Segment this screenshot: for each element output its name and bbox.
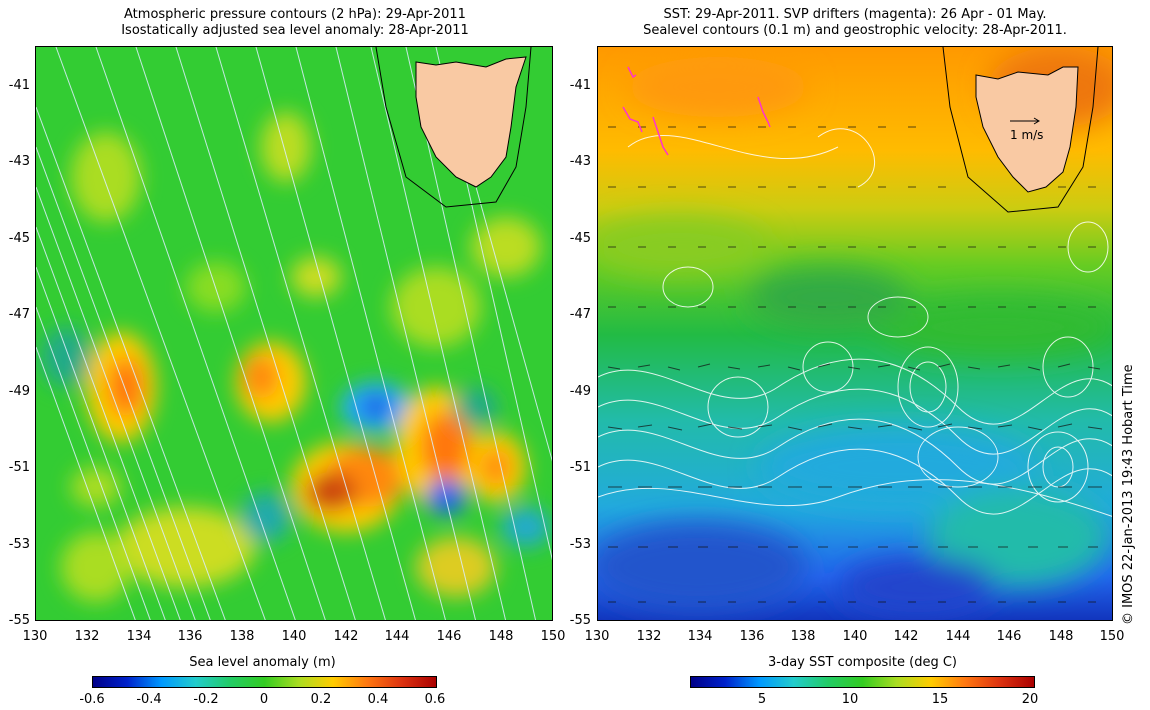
left-x-tick: 134	[126, 629, 152, 644]
left-y-tick: -49	[8, 384, 30, 399]
velocity-scale-label: 1 m/s	[1010, 128, 1043, 142]
left-colorbar-tick: 0.4	[367, 692, 389, 707]
right-x-tick: 130	[584, 629, 610, 644]
left-x-tick: 138	[229, 629, 255, 644]
right-x-tick: 144	[945, 629, 971, 644]
right-x-tick: 148	[1048, 629, 1074, 644]
right-title: SST: 29-Apr-2011. SVP drifters (magenta)…	[597, 7, 1113, 39]
left-colorbar-tick: 0.2	[310, 692, 332, 707]
left-title: Atmospheric pressure contours (2 hPa): 2…	[35, 7, 555, 39]
sst-map: 1 m/s	[598, 47, 1112, 620]
right-y-tick: -41	[569, 78, 591, 93]
right-colorbar-tick: 10	[841, 692, 859, 707]
left-x-tick: 132	[74, 629, 100, 644]
left-x-tick: 130	[22, 629, 48, 644]
left-y-tick: -47	[8, 307, 30, 322]
left-y-tick: -43	[8, 154, 30, 169]
pressure-contours	[36, 47, 552, 620]
left-x-tick: 136	[177, 629, 203, 644]
right-x-tick: 142	[893, 629, 919, 644]
right-colorbar-tick: 5	[757, 692, 767, 707]
right-colorbar-tick: 15	[931, 692, 949, 707]
right-x-tick: 140	[842, 629, 868, 644]
right-y-tick: -43	[569, 154, 591, 169]
left-colorbar-tick: -0.2	[193, 692, 219, 707]
right-y-tick: -49	[569, 384, 591, 399]
tasmania-landmass	[375, 47, 532, 208]
geostrophic-velocity-arrows	[607, 126, 1103, 603]
left-colorbar-tick: 0.6	[424, 692, 446, 707]
left-y-tick: -41	[8, 78, 30, 93]
left-y-tick: -45	[8, 231, 30, 246]
right-x-tick: 132	[636, 629, 662, 644]
right-y-tick: -53	[569, 537, 591, 552]
left-colorbar-tick: -0.4	[136, 692, 162, 707]
svp-drifter-tracks	[622, 66, 771, 156]
right-x-tick: 136	[739, 629, 765, 644]
right-y-tick: -45	[569, 231, 591, 246]
right-colorbar	[690, 676, 1035, 688]
right-x-tick: 134	[687, 629, 713, 644]
left-x-tick: 142	[333, 629, 359, 644]
left-y-tick: -53	[8, 537, 30, 552]
imos-credit: © IMOS 22-Jan-2013 19:43 Hobart Time	[1121, 364, 1136, 625]
left-x-tick: 146	[436, 629, 462, 644]
right-map-panel: 1 m/s	[597, 46, 1113, 621]
left-x-tick: 140	[281, 629, 307, 644]
left-y-tick: -55	[8, 613, 30, 628]
left-map-panel	[35, 46, 553, 621]
left-x-tick: 148	[488, 629, 514, 644]
left-colorbar-tick: 0	[259, 692, 269, 707]
anomaly-field	[41, 112, 551, 602]
right-title-line1: SST: 29-Apr-2011. SVP drifters (magenta)…	[663, 7, 1047, 22]
right-title-line2: Sealevel contours (0.1 m) and geostrophi…	[643, 23, 1067, 38]
sea-level-anomaly-map	[36, 47, 552, 620]
right-y-tick: -47	[569, 307, 591, 322]
left-colorbar	[92, 676, 437, 688]
velocity-scale: 1 m/s	[1010, 117, 1043, 142]
tasmania-landmass-sst	[942, 47, 1099, 213]
right-colorbar-label: 3-day SST composite (deg C)	[767, 655, 958, 670]
sea-level-contours	[598, 128, 1112, 517]
left-x-tick: 144	[384, 629, 410, 644]
left-y-tick: -51	[8, 460, 30, 475]
right-x-tick: 150	[1099, 629, 1125, 644]
left-x-tick: 150	[540, 629, 566, 644]
left-colorbar-tick: -0.6	[79, 692, 105, 707]
left-title-line1: Atmospheric pressure contours (2 hPa): 2…	[124, 7, 466, 22]
right-y-tick: -51	[569, 460, 591, 475]
right-x-tick: 146	[996, 629, 1022, 644]
right-y-tick: -55	[569, 613, 591, 628]
left-colorbar-label: Sea level anomaly (m)	[189, 655, 336, 670]
right-colorbar-tick: 20	[1021, 692, 1039, 707]
left-title-line2: Isostatically adjusted sea level anomaly…	[121, 23, 469, 38]
right-x-tick: 138	[790, 629, 816, 644]
